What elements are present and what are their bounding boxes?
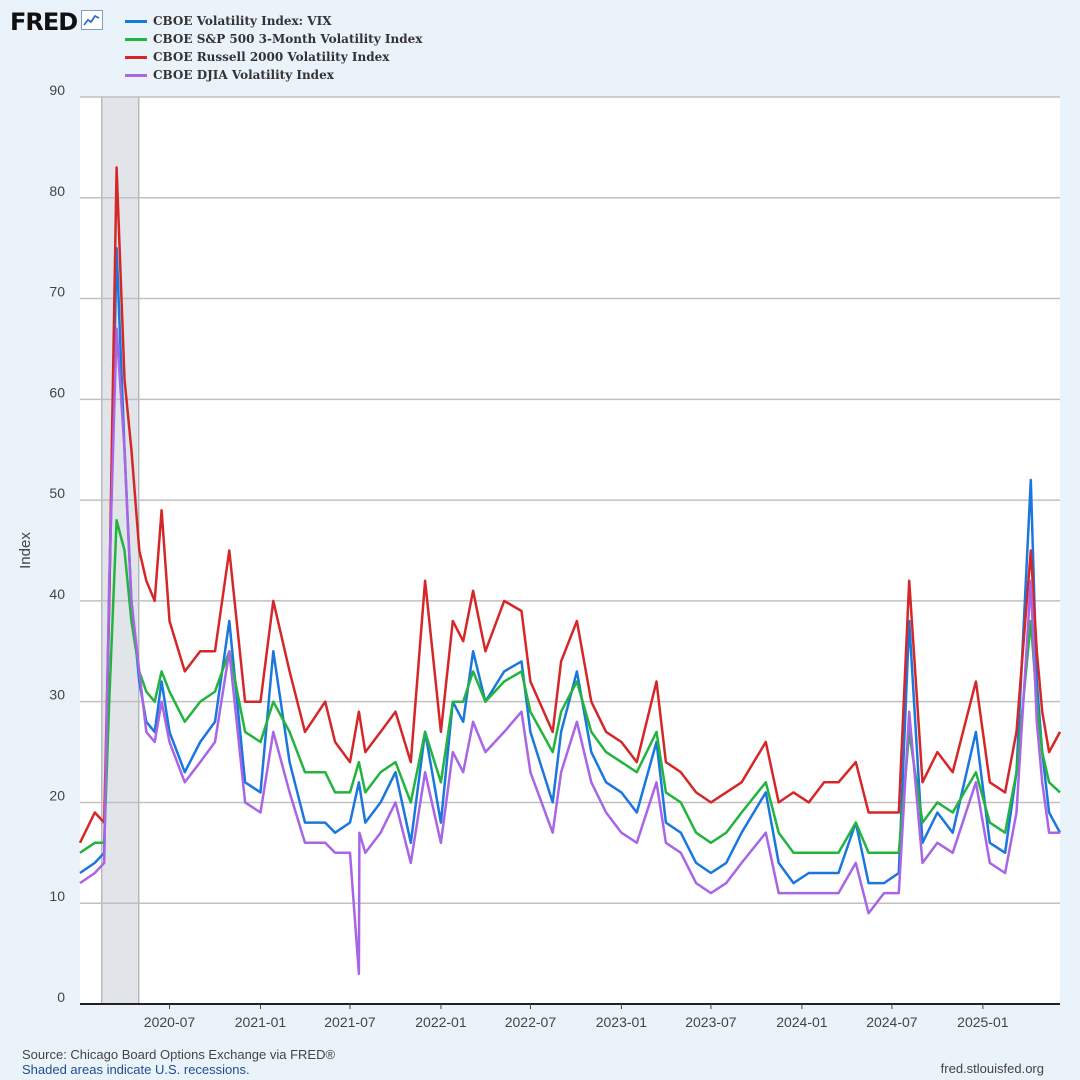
chart: 0 10 20 30 40 50 60 70 80 90 2020-07 2021-01 2021-07… xyxy=(17,82,1062,1030)
x-tick-label: 2024-07 xyxy=(866,1014,918,1030)
legend-item-4: CBOE DJIA Volatility Index xyxy=(125,66,422,84)
x-tick-label: 2022-07 xyxy=(505,1014,557,1030)
legend-label: CBOE DJIA Volatility Index xyxy=(153,68,334,82)
legend-label: CBOE S&P 500 3-Month Volatility Index xyxy=(153,32,423,46)
y-tick-label: 90 xyxy=(49,82,65,98)
x-tick-label: 2024-01 xyxy=(776,1014,828,1030)
x-tick-label: 2025-01 xyxy=(957,1014,1009,1030)
header: FRED CBOE Volatility Index: VIX CBOE S&P … xyxy=(0,0,1080,90)
plot-area xyxy=(80,97,1060,1004)
legend-label: CBOE Volatility Index: VIX xyxy=(153,14,332,28)
series-line-3 xyxy=(78,166,1062,844)
logo-text: FRED xyxy=(10,8,78,36)
legend-item-1: CBOE Volatility Index: VIX xyxy=(125,12,422,30)
y-tick-label: 80 xyxy=(49,183,65,199)
legend-swatch xyxy=(125,19,147,23)
series-line-1 xyxy=(79,246,1062,885)
y-tick-label: 10 xyxy=(49,888,65,904)
y-tick-label: 30 xyxy=(49,687,65,703)
y-tick-label: 50 xyxy=(49,485,65,501)
y-tick-label: 0 xyxy=(57,989,65,1005)
y-tick-label: 70 xyxy=(49,284,65,300)
legend-swatch xyxy=(125,73,147,77)
legend-swatch xyxy=(125,37,147,41)
x-tick-label: 2020-07 xyxy=(144,1014,196,1030)
site-link[interactable]: fred.stlouisfed.org xyxy=(940,1061,1044,1076)
source-text: Source: Chicago Board Options Exchange v… xyxy=(22,1047,336,1062)
fred-logo[interactable]: FRED xyxy=(10,8,104,36)
footer-source: Source: Chicago Board Options Exchange v… xyxy=(22,1047,335,1077)
legend-label: CBOE Russell 2000 Volatility Index xyxy=(153,50,390,64)
recession-shading xyxy=(101,96,140,1005)
fred-graph-icon xyxy=(81,9,104,35)
y-axis-label: Index xyxy=(17,532,34,569)
x-tick-label: 2023-01 xyxy=(596,1014,648,1030)
y-tick-label: 20 xyxy=(49,787,65,803)
series-line-4 xyxy=(79,327,1060,976)
legend-item-3: CBOE Russell 2000 Volatility Index xyxy=(125,48,422,66)
y-tick-label: 40 xyxy=(49,586,65,602)
x-tick-label: 2023-07 xyxy=(685,1014,737,1030)
legend: CBOE Volatility Index: VIX CBOE S&P 500 3… xyxy=(125,12,422,84)
legend-item-2: CBOE S&P 500 3-Month Volatility Index xyxy=(125,30,422,48)
y-tick-label: 60 xyxy=(49,384,65,400)
legend-swatch xyxy=(125,55,147,59)
x-tick-label: 2022-01 xyxy=(415,1014,467,1030)
x-tick-label: 2021-01 xyxy=(235,1014,287,1030)
x-tick-label: 2021-07 xyxy=(324,1014,376,1030)
recession-note-link[interactable]: Shaded areas indicate U.S. recessions. xyxy=(22,1062,250,1077)
